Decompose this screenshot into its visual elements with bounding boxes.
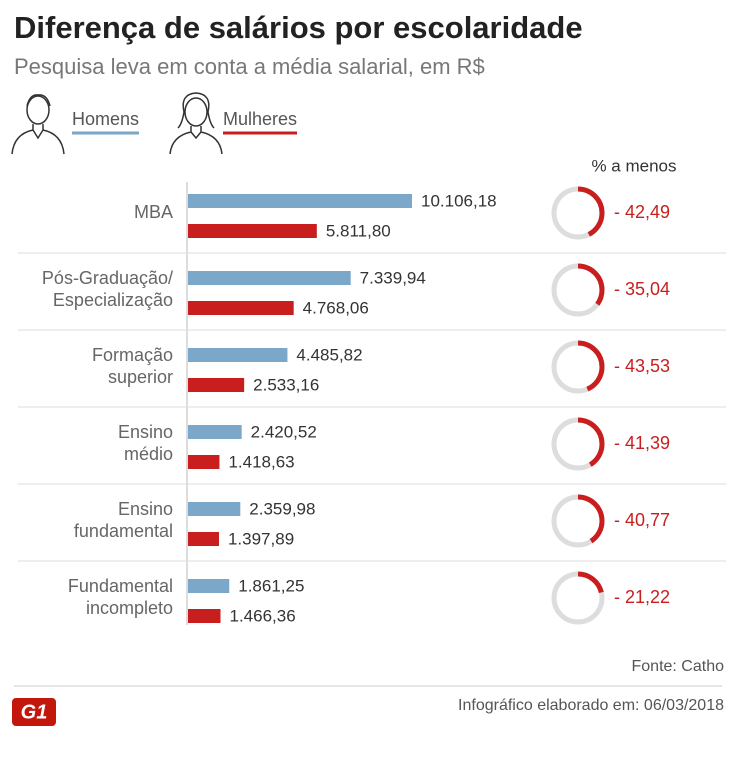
difference-header: % a menos [591,156,676,175]
category-label: fundamental [74,521,173,541]
difference-label: - 41,39 [614,433,670,453]
bar [188,609,221,623]
donut-arc [551,417,605,471]
category-label: Especialização [53,290,173,310]
logo-box [12,698,56,726]
donut-arc [551,186,605,240]
difference-label: - 40,77 [614,510,670,530]
value-label: 1.861,25 [238,576,304,595]
bar [188,378,245,392]
donut-arc [551,571,605,625]
value-label: 2.533,16 [253,375,319,394]
chart-title: Diferença de salários por escolaridade [14,10,583,45]
difference-label: - 21,22 [614,587,670,607]
bar [188,532,219,546]
category-label: médio [124,444,173,464]
legend-label: Homens [72,109,139,129]
bar [188,224,317,238]
value-label: 1.418,63 [228,452,294,471]
donut-arc [551,494,605,548]
difference-label: - 43,53 [614,356,670,376]
category-label: superior [108,367,173,387]
category-label: Pós-Graduação/ [42,268,173,288]
bar [188,502,241,516]
source: Fonte: Catho [632,658,725,675]
legend-label: Mulheres [223,109,297,129]
category-label: MBA [134,202,173,222]
bar [188,455,220,469]
value-label: 2.420,52 [251,422,317,441]
logo: G1 [21,701,48,723]
woman-icon [169,92,223,155]
bar [188,194,412,208]
category-label: Formação [92,345,173,365]
bar [188,579,230,593]
category-label: incompleto [86,598,173,618]
category-label: Ensino [118,422,173,442]
bar [188,271,351,285]
bar [188,348,288,362]
bar [188,301,294,315]
category-label: Ensino [118,499,173,519]
bar [188,425,242,439]
value-label: 4.768,06 [303,298,369,317]
value-label: 1.466,36 [230,606,296,625]
value-label: 7.339,94 [360,268,426,287]
donut-arc [551,340,605,394]
value-label: 10.106,18 [421,191,497,210]
value-label: 2.359,98 [249,499,315,518]
man-icon [11,94,65,155]
footer-note: Infográfico elaborado em: 06/03/2018 [458,697,724,714]
donut-arc [551,263,605,317]
value-label: 1.397,89 [228,529,294,548]
difference-label: - 35,04 [614,279,670,299]
category-label: Fundamental [68,576,173,596]
value-label: 4.485,82 [296,345,362,364]
value-label: 5.811,80 [326,221,391,240]
chart-subtitle: Pesquisa leva em conta a média salarial,… [14,54,485,79]
difference-label: - 42,49 [614,202,670,222]
